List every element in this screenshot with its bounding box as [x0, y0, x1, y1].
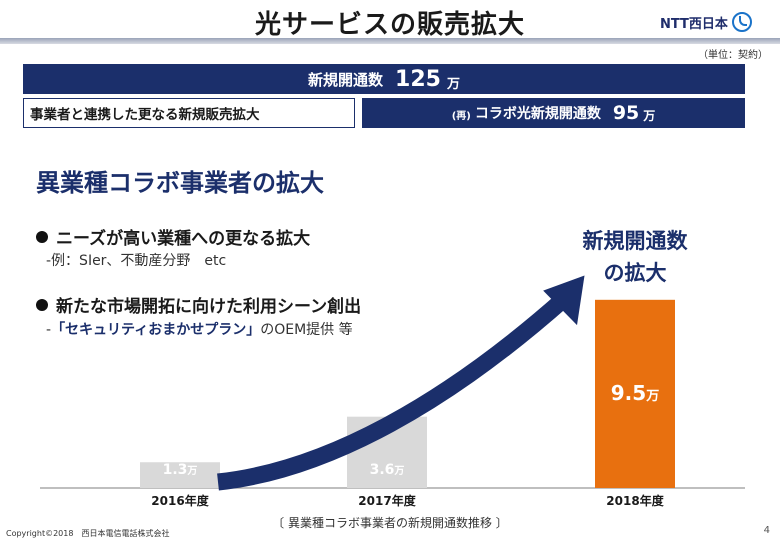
- logo-mark-icon: [731, 12, 752, 32]
- bar: [140, 462, 220, 488]
- sub-suffix: のOEM提供 等: [260, 322, 353, 338]
- kpi-collab-unit: 万: [643, 109, 656, 123]
- bullet-sub-text: -「セキュリティおまかせプラン」のOEM提供 等: [46, 319, 353, 339]
- bullet-dot-icon: [36, 298, 48, 311]
- kpi-total-unit: 万: [446, 76, 460, 92]
- chart-caption: 〔 異業種コラボ事業者の新規開通数推移 〕: [272, 516, 508, 530]
- bar-value-label: 9.5万: [611, 381, 659, 405]
- kpi-collab-label: コラボ光新規開通数: [474, 106, 601, 122]
- bullet-item: ニーズが高い業種への更なる拡大: [36, 224, 310, 249]
- bullet-dot-icon: [36, 230, 48, 243]
- trend-arrow-shaft: [217, 291, 571, 491]
- trend-arrow-head-icon: [543, 275, 585, 326]
- bar-value-label: 1.3万: [163, 462, 198, 478]
- bullet-text: ニーズが高い業種への更なる拡大: [56, 229, 311, 249]
- strategy-box: 事業者と連携した更なる新規販売拡大: [23, 98, 355, 128]
- page-title: 光サービスの販売拡大: [254, 10, 525, 40]
- bar-value-label: 3.6万: [370, 462, 405, 478]
- kpi-collab-value: 95: [612, 102, 640, 124]
- kpi-collab-banner: (再) コラボ光新規開通数 95 万: [362, 98, 745, 128]
- callout-line-2: の拡大: [603, 261, 667, 285]
- unit-note: （単位：契約）: [698, 50, 768, 61]
- page-number: 4: [763, 525, 770, 536]
- bullet-item: 新たな市場開拓に向けた利用シーン創出: [36, 292, 361, 317]
- chart-callout: 新規開通数 の拡大: [545, 225, 725, 289]
- kpi-total-value: 125: [395, 66, 441, 92]
- sub-prefix: -: [46, 322, 52, 338]
- bullet-text: 新たな市場開拓に向けた利用シーン創出: [56, 297, 362, 317]
- category-tick-label: 2016年度: [151, 493, 209, 508]
- kpi-collab-prefix: (再): [451, 111, 471, 122]
- category-tick-label: 2017年度: [358, 493, 416, 508]
- bullet-sub-text: -例：SIer、不動産分野 etc: [46, 253, 227, 269]
- kpi-total-banner: 新規開通数 125 万: [23, 64, 745, 94]
- sub-emphasis: 「セキュリティおまかせプラン」: [51, 322, 261, 338]
- bar: [595, 299, 675, 488]
- logo-text: NTT西日本: [660, 16, 728, 32]
- section-title: 異業種コラボ事業者の拡大: [36, 169, 324, 197]
- copyright-text: Copyright©2018 西日本電信電話株式会社: [6, 529, 170, 538]
- company-logo: NTT西日本: [660, 10, 752, 34]
- callout-line-1: 新規開通数: [582, 229, 688, 253]
- category-tick-label: 2018年度: [606, 493, 664, 508]
- header-divider: [0, 38, 780, 44]
- kpi-total-label: 新規開通数: [308, 70, 384, 89]
